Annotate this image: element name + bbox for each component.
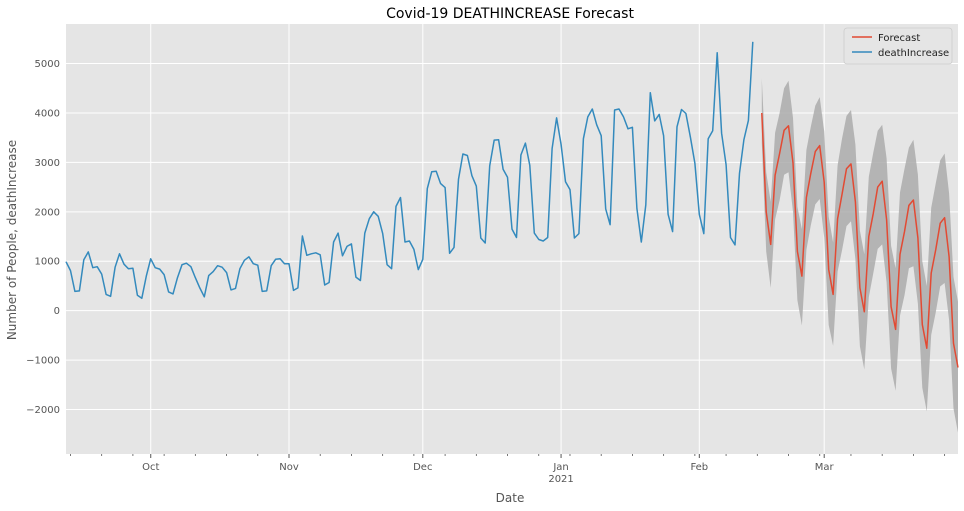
y-tick-labels: −2000 −1000 0 1000 2000 3000 4000 5000 xyxy=(26,59,60,416)
plot-background xyxy=(66,24,958,454)
x-tick-label: Nov xyxy=(279,462,299,473)
y-tick-label: −1000 xyxy=(26,356,60,367)
chart-title: Covid-19 DEATHINCREASE Forecast xyxy=(386,6,634,22)
legend: Forecast deathIncrease xyxy=(843,27,953,65)
y-tick-label: 3000 xyxy=(35,158,60,169)
y-tick-label: 4000 xyxy=(35,108,60,119)
deathincrease-line xyxy=(65,41,754,300)
y-tick-label: 2000 xyxy=(35,207,60,218)
x-tick-label: Feb xyxy=(690,462,708,473)
forecast-confidence-band xyxy=(761,78,958,433)
x-tick-label: Oct xyxy=(142,462,159,473)
y-tick-label: 1000 xyxy=(35,257,60,268)
legend-label-deathincrease: deathIncrease xyxy=(878,48,949,59)
forecast-line xyxy=(761,112,959,368)
x-tick-year-label: 2021 xyxy=(548,474,573,485)
x-tick-label: Jan xyxy=(552,462,568,473)
x-axis-title: Date xyxy=(496,491,525,505)
x-tick-label: Dec xyxy=(413,462,432,473)
y-tick-label: −2000 xyxy=(26,405,60,416)
y-axis-title: Number of People, deathIncrease xyxy=(5,140,19,340)
x-tick-label: Mar xyxy=(815,462,835,473)
y-tick-label: 0 xyxy=(54,306,60,317)
series-lines xyxy=(65,41,959,368)
grid-lines xyxy=(66,24,958,454)
y-tick-label: 5000 xyxy=(35,59,60,70)
legend-label-forecast: Forecast xyxy=(878,33,920,44)
confidence-band-layer xyxy=(761,78,958,433)
